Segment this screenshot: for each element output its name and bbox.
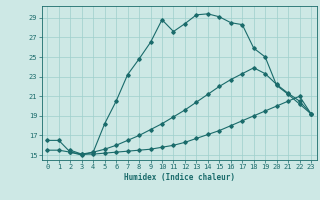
X-axis label: Humidex (Indice chaleur): Humidex (Indice chaleur)	[124, 173, 235, 182]
